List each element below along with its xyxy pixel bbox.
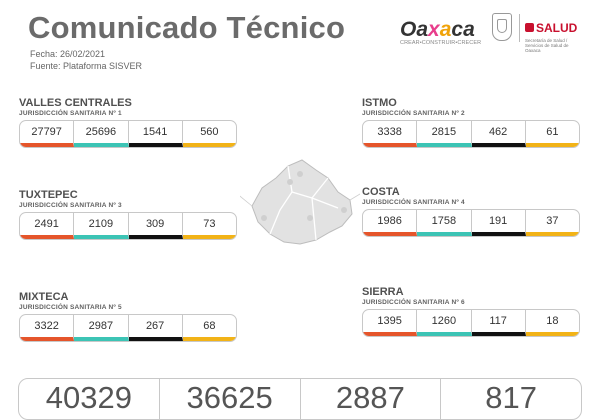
- state-seal-icon: [492, 13, 512, 41]
- data-source: Fuente: Plataforma SISVER: [30, 61, 143, 71]
- active-count: 117: [471, 310, 526, 336]
- deaths-count: 68: [182, 315, 236, 341]
- salud-mark-icon: [525, 23, 534, 33]
- confirmed-count: 1986: [363, 210, 418, 236]
- total-confirmed: 40329: [19, 379, 160, 419]
- confirmed-count: 3338: [363, 121, 418, 147]
- region-jurisdiction: JURISDICCIÓN SANITARIA Nº 1: [19, 110, 122, 117]
- region-name: TUXTEPEC: [19, 189, 78, 201]
- confirmed-count: 2491: [20, 213, 75, 239]
- confirmed-count: 3322: [20, 315, 75, 341]
- salud-text: SALUD: [536, 20, 578, 35]
- region-istmo: ISTMO JURISDICCIÓN SANITARIA Nº 2 3338 2…: [362, 97, 580, 148]
- total-deaths: 817: [485, 380, 537, 415]
- region-jurisdiction: JURISDICCIÓN SANITARIA Nº 5: [19, 304, 122, 311]
- recovered-count: 2109: [74, 213, 129, 239]
- recovered-count: 1260: [417, 310, 472, 336]
- region-sierra: SIERRA JURISDICCIÓN SANITARIA Nº 6 1395 …: [362, 286, 580, 337]
- recovered-count: 25696: [74, 121, 129, 147]
- deaths-count: 61: [525, 121, 579, 147]
- region-jurisdiction: JURISDICCIÓN SANITARIA Nº 6: [362, 299, 465, 306]
- active-count: 462: [471, 121, 526, 147]
- oaxaca-logo: Oaxaca CREAR•CONSTRUIR•CRECER: [400, 18, 481, 46]
- salud-logo: SALUD Secretaría de Salud / Servicios de…: [525, 19, 577, 53]
- region-jurisdiction: JURISDICCIÓN SANITARIA Nº 3: [19, 202, 122, 209]
- deaths-count: 73: [182, 213, 236, 239]
- active-count: 309: [128, 213, 183, 239]
- region-stats: 27797 25696 1541 560: [19, 120, 237, 148]
- region-costa: COSTA JURISDICCIÓN SANITARIA Nº 4 1986 1…: [362, 186, 580, 237]
- recovered-count: 2987: [74, 315, 129, 341]
- region-name: VALLES CENTRALES: [19, 97, 132, 109]
- region-name: COSTA: [362, 186, 400, 198]
- state-totals: 40329 36625 2887 817: [18, 378, 582, 420]
- region-mixteca: MIXTECA JURISDICCIÓN SANITARIA Nº 5 3322…: [19, 291, 237, 342]
- active-count: 191: [471, 210, 526, 236]
- region-name: SIERRA: [362, 286, 404, 298]
- deaths-count: 560: [182, 121, 236, 147]
- report-date: Fecha: 26/02/2021: [30, 49, 106, 59]
- page-title: Comunicado Técnico: [28, 10, 346, 45]
- total-active: 2887: [301, 379, 442, 419]
- oaxaca-wordmark: Oaxaca: [400, 18, 475, 41]
- region-stats: 3338 2815 462 61: [362, 120, 580, 148]
- logo-divider: [519, 14, 520, 42]
- total-recovered: 36625: [160, 379, 301, 419]
- region-jurisdiction: JURISDICCIÓN SANITARIA Nº 2: [362, 110, 465, 117]
- region-stats: 1395 1260 117 18: [362, 309, 580, 337]
- region-jurisdiction: JURISDICCIÓN SANITARIA Nº 4: [362, 199, 465, 206]
- region-valles-centrales: VALLES CENTRALES JURISDICCIÓN SANITARIA …: [19, 97, 237, 148]
- region-stats: 2491 2109 309 73: [19, 212, 237, 240]
- recovered-count: 1758: [417, 210, 472, 236]
- deaths-count: 37: [525, 210, 579, 236]
- active-count: 267: [128, 315, 183, 341]
- oaxaca-tagline: CREAR•CONSTRUIR•CRECER: [400, 40, 482, 46]
- active-count: 1541: [128, 121, 183, 147]
- deaths-count: 18: [525, 310, 579, 336]
- region-name: MIXTECA: [19, 291, 69, 303]
- region-tuxtepec: TUXTEPEC JURISDICCIÓN SANITARIA Nº 3 249…: [19, 189, 237, 240]
- confirmed-count: 27797: [20, 121, 75, 147]
- region-stats: 1986 1758 191 37: [362, 209, 580, 237]
- confirmed-count: 1395: [363, 310, 418, 336]
- recovered-count: 2815: [417, 121, 472, 147]
- oaxaca-map: [240, 159, 360, 245]
- region-name: ISTMO: [362, 97, 397, 109]
- salud-subtitle: Secretaría de Salud / Servicios de Salud…: [525, 38, 569, 53]
- region-stats: 3322 2987 267 68: [19, 314, 237, 342]
